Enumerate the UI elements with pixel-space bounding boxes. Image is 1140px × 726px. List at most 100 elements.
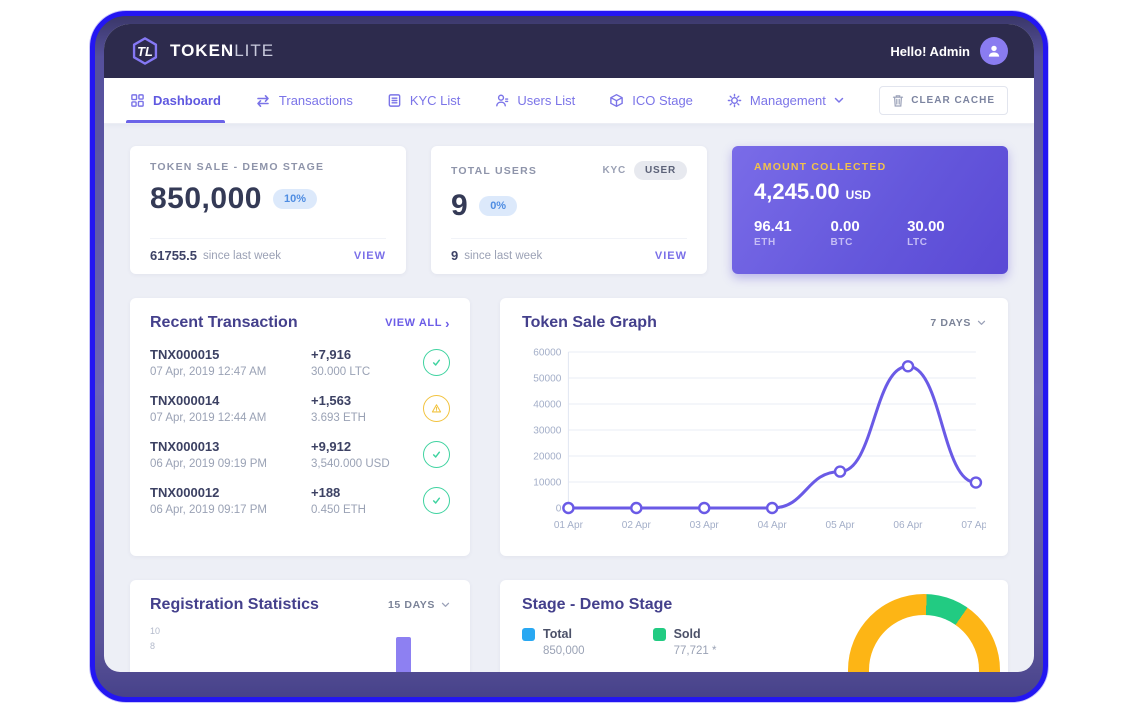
user-icon <box>494 93 509 108</box>
token-sale-delta-value: 61755.5 <box>150 248 197 263</box>
token-sale-value: 850,000 <box>150 182 262 215</box>
sold-value: 77,721 * <box>673 645 717 657</box>
middle-row: Recent Transaction VIEW ALL › TNX000015 0… <box>130 298 1008 556</box>
nav-label: Dashboard <box>153 93 221 108</box>
transaction-sub-amount: 3,540.000 USD <box>311 458 390 470</box>
total-users-title: TOTAL USERS <box>451 164 538 177</box>
transaction-amount: +9,912 <box>311 439 352 454</box>
brand-logo[interactable]: TL TOKENLITE <box>130 36 274 66</box>
nav-label: KYC List <box>409 93 461 108</box>
registration-bar-chart: 10 8 <box>150 622 450 672</box>
transaction-sub-amount: 0.450 ETH <box>311 504 366 516</box>
eth-label: ETH <box>754 237 776 248</box>
transaction-status-icon <box>423 395 450 422</box>
nav-item-ico-stage[interactable]: ICO Stage <box>609 78 693 123</box>
transaction-status-icon <box>423 441 450 468</box>
transaction-amount: +188 <box>311 485 341 500</box>
content-area: TOKEN SALE - DEMO STAGE 850,000 10% 6175… <box>104 124 1034 672</box>
total-users-percent-badge: 0% <box>479 196 518 216</box>
transaction-id: TNX000013 <box>150 439 220 454</box>
svg-text:01 Apr: 01 Apr <box>554 520 584 531</box>
recent-transactions-card: Recent Transaction VIEW ALL › TNX000015 0… <box>130 298 470 556</box>
gear-icon <box>727 93 742 108</box>
nav-item-kyc-list[interactable]: KYC List <box>387 78 461 123</box>
greeting-text: Hello! Admin <box>890 43 970 59</box>
toggle-user-option[interactable]: USER <box>634 161 687 180</box>
dashboard-window: TL TOKENLITE Hello! Admin <box>104 24 1034 672</box>
toggle-kyc-option[interactable]: KYC <box>602 165 627 176</box>
transaction-row[interactable]: TNX000013 06 Apr, 2019 09:19 PM +9,912 3,5… <box>150 439 450 470</box>
trash-icon <box>892 94 904 107</box>
total-swatch <box>522 627 535 641</box>
total-users-view-link[interactable]: VIEW <box>654 249 687 262</box>
token-sale-card: TOKEN SALE - DEMO STAGE 850,000 10% 6175… <box>130 146 406 274</box>
kyc-user-toggle: KYC USER <box>602 161 687 180</box>
bottom-row: Registration Statistics 15 DAYS 10 8 <box>130 580 1008 672</box>
svg-text:06 Apr: 06 Apr <box>893 520 923 531</box>
nav-item-transactions[interactable]: Transactions <box>255 78 353 123</box>
stage-title: Stage - Demo Stage <box>522 596 673 613</box>
chevron-down-icon <box>441 602 450 607</box>
nav-item-users-list[interactable]: Users List <box>494 78 575 123</box>
ltc-value: 30.00 <box>907 218 945 235</box>
nav-item-dashboard[interactable]: Dashboard <box>126 78 225 123</box>
svg-text:04 Apr: 04 Apr <box>758 520 788 531</box>
token-sale-view-link[interactable]: VIEW <box>353 249 386 262</box>
total-users-value: 9 <box>451 189 469 222</box>
brand-wordmark: TOKENLITE <box>170 41 274 61</box>
svg-text:10000: 10000 <box>533 478 561 489</box>
svg-text:03 Apr: 03 Apr <box>690 520 720 531</box>
svg-text:07 Apr: 07 Apr <box>961 520 986 531</box>
transaction-row[interactable]: TNX000014 07 Apr, 2019 12:44 AM +1,563 3.6… <box>150 393 450 424</box>
stage-donut-chart <box>848 594 1000 672</box>
registration-bar <box>396 637 411 672</box>
amount-collected-card: AMOUNT COLLECTED 4,245.00 USD 96.41 ETH <box>732 146 1008 274</box>
brand-light-part: LITE <box>234 41 275 60</box>
transaction-status-icon <box>423 349 450 376</box>
document-list-icon <box>387 93 402 108</box>
svg-text:20000: 20000 <box>533 452 561 463</box>
brand-bold-part: TOKEN <box>170 41 235 60</box>
graph-range-selector[interactable]: 7 DAYS <box>930 317 986 329</box>
svg-text:05 Apr: 05 Apr <box>826 520 856 531</box>
amount-collected-value: 4,245.00 <box>754 179 840 204</box>
donut-hole <box>869 615 979 672</box>
btc-value: 0.00 <box>830 218 860 235</box>
svg-text:50000: 50000 <box>533 374 561 385</box>
nav-item-management[interactable]: Management <box>727 78 844 123</box>
bar-chart-ytick: 10 <box>150 626 161 636</box>
ltc-amount: 30.00 LTC <box>907 218 984 248</box>
transaction-amount: +7,916 <box>311 347 352 362</box>
device-frame: TL TOKENLITE Hello! Admin <box>90 11 1048 702</box>
transaction-amount: +1,563 <box>311 393 352 408</box>
legend-sold: Sold 77,721 * <box>652 627 717 657</box>
swap-arrows-icon <box>255 94 271 108</box>
clear-cache-label: CLEAR CACHE <box>911 95 995 106</box>
user-avatar[interactable] <box>980 37 1008 65</box>
token-sale-graph-title: Token Sale Graph <box>522 314 657 331</box>
svg-text:0: 0 <box>556 504 562 515</box>
person-icon <box>988 45 1000 57</box>
registration-statistics-title: Registration Statistics <box>150 596 319 613</box>
transaction-id: TNX000012 <box>150 485 220 500</box>
eth-value: 96.41 <box>754 218 792 235</box>
clear-cache-button[interactable]: CLEAR CACHE <box>879 86 1008 115</box>
graph-range-label: 7 DAYS <box>930 317 971 329</box>
svg-text:60000: 60000 <box>533 348 561 359</box>
registration-range-selector[interactable]: 15 DAYS <box>388 599 450 611</box>
view-all-link[interactable]: VIEW ALL › <box>385 317 450 330</box>
token-sale-line-chart: 60000 50000 40000 30000 20000 10000 0 01 Apr 02 … <box>533 348 986 531</box>
topbar: TL TOKENLITE Hello! Admin <box>104 24 1034 78</box>
stats-row: TOKEN SALE - DEMO STAGE 850,000 10% 6175… <box>130 146 1008 274</box>
btc-amount: 0.00 BTC <box>831 218 908 248</box>
svg-text:TL: TL <box>137 44 153 59</box>
transaction-row[interactable]: TNX000015 07 Apr, 2019 12:47 AM +7,916 30.… <box>150 347 450 378</box>
transaction-row[interactable]: TNX000012 06 Apr, 2019 09:17 PM +188 0.450… <box>150 485 450 516</box>
transaction-date: 07 Apr, 2019 12:44 AM <box>150 412 267 424</box>
nav-label: Management <box>749 93 826 108</box>
stage-legend: Total 850,000 Sold 77,721 * <box>522 627 986 657</box>
nav-label: Users List <box>517 93 576 108</box>
dashboard-grid-icon <box>130 93 145 108</box>
amount-collected-currency: USD <box>845 188 871 202</box>
